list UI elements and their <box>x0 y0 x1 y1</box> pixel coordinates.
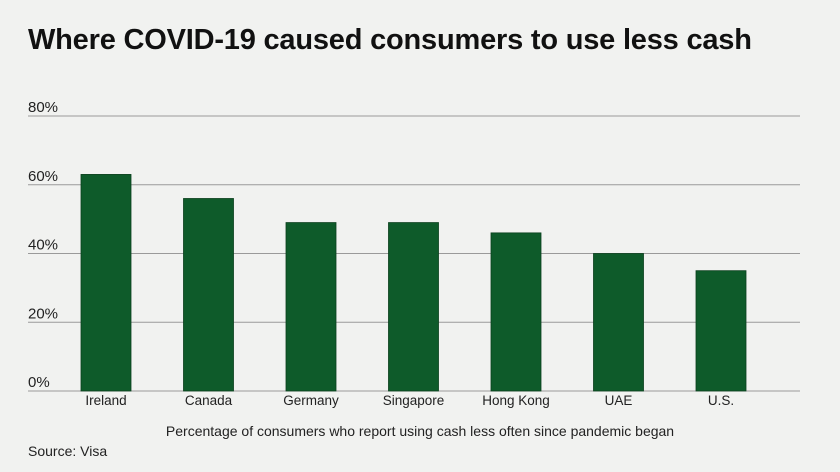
bar-u-s <box>695 270 747 392</box>
x-tick-label: Ireland <box>85 393 126 408</box>
y-tick-label: 80% <box>28 99 58 116</box>
y-tick-label: 40% <box>28 237 58 254</box>
bar-singapore <box>388 222 439 392</box>
y-tick-label: 0% <box>28 374 50 391</box>
bar-hong-kong <box>490 232 542 392</box>
x-tick-label: U.S. <box>708 393 734 408</box>
x-axis-title: Percentage of consumers who report using… <box>165 423 675 439</box>
bar-ireland <box>80 174 132 392</box>
bar-uae <box>593 253 644 392</box>
x-tick-label: UAE <box>605 393 633 408</box>
x-axis-labels: Ireland Canada Germany Singapore Hong Kong UA… <box>85 393 734 408</box>
y-tick-label: 20% <box>28 305 58 322</box>
y-axis-ticks: 0% 20% 40% 60% 80% <box>28 99 58 391</box>
x-tick-label: Singapore <box>383 393 445 408</box>
bar-germany <box>285 222 337 392</box>
chart-title: Where COVID-19 caused consumers to use l… <box>28 24 752 56</box>
y-tick-label: 60% <box>28 168 58 185</box>
source-note: Source: Visa <box>28 443 108 459</box>
x-tick-label: Canada <box>185 393 233 408</box>
bars <box>80 174 747 392</box>
x-tick-label: Germany <box>283 393 339 408</box>
bar-canada <box>183 198 234 392</box>
x-tick-label: Hong Kong <box>482 393 550 408</box>
